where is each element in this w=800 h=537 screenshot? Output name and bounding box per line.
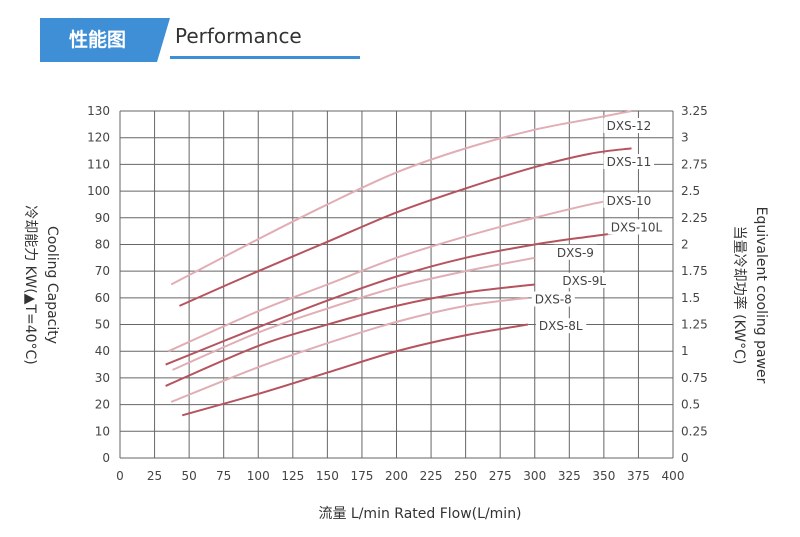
y2-tick-label: 2.75 [681, 157, 708, 171]
series-label-bg [559, 272, 610, 288]
section-title: Performance [175, 24, 302, 48]
series-label: DXS-9L [562, 274, 606, 288]
section-header: 性能图 Performance [20, 18, 800, 63]
y-tick-label: 20 [95, 398, 110, 412]
y-axis-ticks: 0 10 20 30 40 50 60 70 80 90 100 110 120 130 [87, 104, 110, 465]
series-label: DXS-11 [607, 155, 652, 169]
series-line-dxs-9l [165, 283, 535, 387]
section-tag-label: 性能图 [68, 29, 126, 51]
y2-axis-label-en: Equivalent cooling pawer [753, 207, 769, 384]
y-tick-label: 40 [95, 344, 110, 358]
y2-tick-label: 0 [681, 451, 689, 465]
series-label: DXS-10L [611, 220, 663, 234]
x-tick-label: 125 [281, 469, 304, 483]
series-label-bg [535, 318, 587, 334]
y2-tick-label: 1.5 [681, 291, 700, 305]
y-tick-label: 100 [87, 184, 110, 198]
y2-axis-label: 当量冷却功率 (KW°C) [731, 226, 748, 365]
series-label-bg [603, 192, 655, 208]
y-tick-label: 50 [95, 318, 110, 332]
x-tick-label: 50 [181, 469, 196, 483]
series-label-bg [603, 118, 655, 134]
y-tick-label: 0 [102, 451, 110, 465]
y-tick-label: 30 [95, 371, 110, 385]
chart-series-labels: DXS-12 DXS-11 DXS-10 DXS-10L DXS-9 DXS-9L DXS-… [531, 118, 666, 334]
y-axis-label: 冷却能力 KW(▲T=40°C) [22, 205, 38, 365]
series-label: DXS-12 [607, 119, 652, 133]
series-label-bg [603, 154, 655, 170]
y2-tick-label: 1.25 [681, 318, 708, 332]
y2-tick-label: 3.25 [681, 104, 708, 118]
x-tick-label: 400 [662, 469, 685, 483]
y-tick-label: 80 [95, 237, 110, 251]
x-tick-label: 0 [116, 469, 124, 483]
series-line-dxs-8 [170, 296, 528, 403]
x-tick-label: 300 [523, 469, 546, 483]
x-tick-label: 25 [147, 469, 162, 483]
y-tick-label: 130 [87, 104, 110, 118]
x-tick-label: 75 [216, 469, 231, 483]
series-label: DXS-8L [539, 319, 583, 333]
x-tick-label: 225 [420, 469, 443, 483]
x-tick-label: 275 [489, 469, 512, 483]
x-tick-label: 175 [350, 469, 373, 483]
title-underline [170, 56, 360, 59]
y2-tick-label: 0.25 [681, 424, 708, 438]
y2-tick-label: 3 [681, 131, 689, 145]
y2-tick-label: 1.75 [681, 264, 708, 278]
y-tick-label: 70 [95, 264, 110, 278]
series-label-bg [553, 244, 597, 260]
x-axis-ticks: 0 25 50 75 100 125 150 175 200 225 250 275 300 325 350… [116, 469, 684, 483]
y2-tick-label: 2.5 [681, 184, 700, 198]
series-line-dxs-8l [181, 323, 529, 417]
x-axis-label: 流量 L/min Rated Flow(L/min) [318, 506, 521, 522]
y2-tick-label: 0.75 [681, 371, 708, 385]
y2-tick-label: 2 [681, 237, 689, 251]
section-tag: 性能图 [40, 18, 170, 62]
y2-tick-label: 0.5 [681, 398, 700, 412]
series-line-dxs-12 [170, 110, 632, 286]
x-tick-label: 150 [316, 469, 339, 483]
y-tick-label: 10 [95, 424, 110, 438]
x-tick-label: 350 [592, 469, 615, 483]
series-line-dxs-11 [179, 147, 632, 307]
x-tick-label: 325 [558, 469, 581, 483]
y2-tick-label: 2.25 [681, 211, 708, 225]
series-label-bg [607, 219, 666, 235]
series-line-dxs-10l [165, 230, 632, 366]
series-label-bg [531, 291, 575, 307]
series-label: DXS-10 [607, 194, 652, 208]
x-tick-label: 375 [627, 469, 650, 483]
series-line-dxs-9 [172, 256, 535, 371]
y2-axis-ticks: 0 0.25 0.5 0.75 1 1.25 1.5 1.75 2 2.25 2.5 2.75 3 3.2… [681, 104, 708, 465]
y-tick-label: 110 [87, 157, 110, 171]
series-line-dxs-10 [167, 195, 632, 353]
y2-tick-label: 1 [681, 344, 689, 358]
series-label: DXS-8 [535, 293, 572, 307]
y-tick-label: 120 [87, 131, 110, 145]
chart-grid [119, 110, 674, 459]
x-tick-label: 250 [454, 469, 477, 483]
chart-curves [165, 110, 632, 417]
x-tick-label: 100 [247, 469, 270, 483]
x-tick-label: 200 [385, 469, 408, 483]
y-tick-label: 60 [95, 291, 110, 305]
y-tick-label: 90 [95, 211, 110, 225]
series-label: DXS-9 [557, 246, 594, 260]
y-axis-label-en: Cooling Capacity [44, 226, 60, 344]
